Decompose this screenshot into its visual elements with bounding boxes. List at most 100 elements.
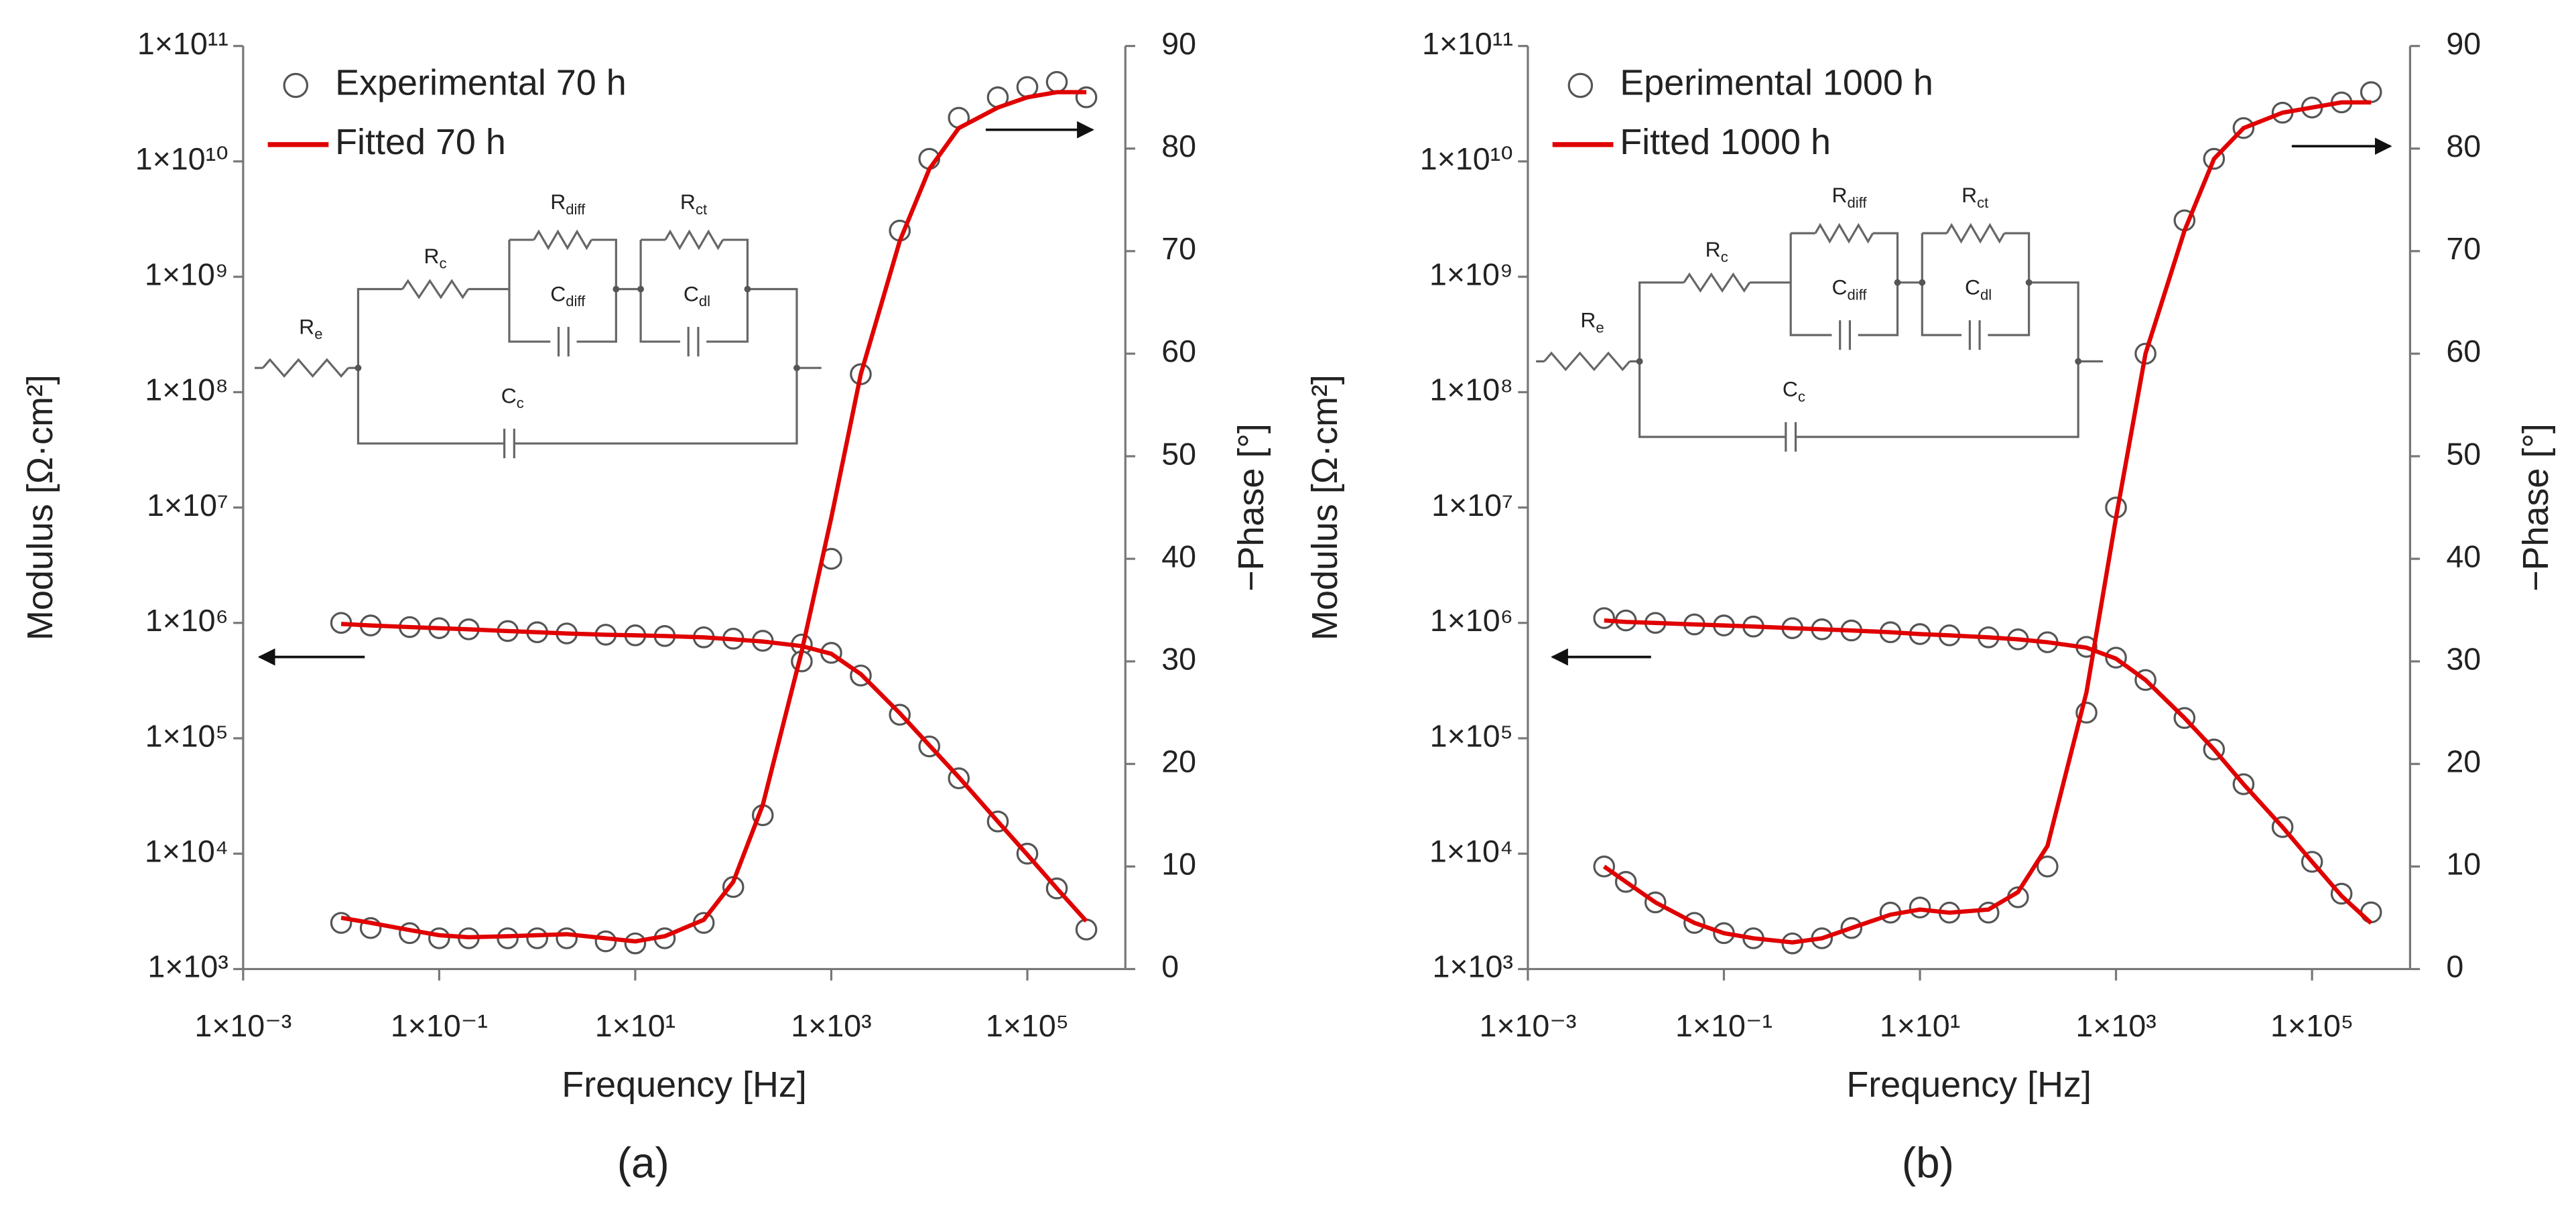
label-sub: dl — [699, 293, 710, 310]
label-sub: dl — [1980, 286, 1992, 303]
node — [637, 285, 644, 293]
data-point — [1593, 607, 1616, 629]
label-main: R — [1831, 184, 1847, 208]
circuit-label: Rdiff — [1831, 184, 1867, 211]
legend-swatch — [1567, 72, 1594, 98]
wire-mask — [680, 332, 707, 352]
node — [793, 364, 800, 372]
y2-tick-label: 10 — [1161, 847, 1196, 882]
label-main: R — [680, 190, 696, 214]
y-tick-label: 1×10⁶ — [145, 603, 229, 638]
y2-tick-label: 50 — [1161, 436, 1196, 471]
label-sub: diff — [566, 293, 586, 310]
y2-tick-label: 50 — [2446, 436, 2481, 471]
wire-mask — [1961, 325, 1988, 345]
label-sub: c — [1721, 249, 1728, 265]
y2-tick-label: 10 — [2446, 847, 2481, 882]
panel-caption: (a) — [617, 1138, 669, 1186]
x-tick-label: 1×10¹ — [595, 1008, 675, 1043]
circuit-label: Rct — [680, 190, 707, 217]
resistor — [1683, 272, 1751, 293]
y2-tick-label: 30 — [2446, 641, 2481, 676]
y2-tick-label: 90 — [2446, 26, 2481, 61]
label-main: C — [1831, 275, 1847, 299]
data-point — [2360, 81, 2382, 103]
node — [1894, 279, 1901, 286]
y-tick-label: 1×10¹¹ — [137, 26, 229, 61]
y-tick-label: 1×10⁴ — [145, 834, 229, 869]
y2-tick-label: 0 — [2446, 949, 2463, 984]
wire — [254, 239, 822, 445]
y-tick-label: 1×10⁷ — [1431, 488, 1513, 523]
fit-line — [340, 90, 1087, 944]
node — [1919, 279, 1926, 286]
x-tick-label: 1×10⁻³ — [194, 1008, 292, 1043]
label-main: C — [1783, 377, 1798, 401]
circuit-label: Cc — [1783, 377, 1805, 405]
x-axis-title: Frequency [Hz] — [1846, 1065, 2091, 1105]
resistor — [401, 279, 470, 299]
label-main: C — [550, 282, 566, 306]
circuit-label: Rc — [424, 244, 446, 271]
legend-swatch — [283, 72, 309, 98]
x-tick-label: 1×10³ — [2075, 1008, 2156, 1043]
y2-tick-label: 0 — [1161, 949, 1179, 984]
y2-tick-label: 40 — [2446, 539, 2481, 573]
circuit-label: Cdiff — [1831, 275, 1867, 303]
y-tick-label: 1×10⁸ — [1429, 372, 1513, 407]
label-main: R — [1961, 184, 1977, 208]
y-tick-label: 1×10⁹ — [145, 257, 229, 291]
label-sub: ct — [1977, 194, 1988, 211]
fit-line — [1604, 618, 2373, 925]
y-tick-label: 1×10⁸ — [145, 372, 229, 407]
y-tick-label: 1×10⁵ — [145, 718, 229, 753]
circuit-label: Cdl — [684, 282, 710, 310]
resistor — [262, 358, 349, 378]
circuit-label: Rdiff — [550, 190, 586, 217]
node — [613, 285, 620, 293]
label-main: R — [424, 244, 439, 268]
label-main: R — [1580, 308, 1596, 332]
y2-tick-label: 20 — [2446, 744, 2481, 779]
y-tick-label: 1×10¹⁰ — [135, 141, 229, 176]
y-tick-label: 1×10³ — [147, 949, 228, 984]
wire-mask — [550, 332, 577, 352]
node — [744, 285, 751, 293]
legend-label: Experimental 70 h — [335, 63, 627, 103]
node — [2075, 358, 2082, 365]
y2-tick-label: 80 — [1161, 129, 1196, 163]
label-sub: c — [1798, 388, 1805, 405]
y-tick-label: 1×10³ — [1432, 949, 1512, 984]
fit-line — [1602, 100, 2372, 945]
label-main: R — [1705, 238, 1721, 262]
data-point — [526, 927, 548, 949]
x-tick-label: 1×10⁵ — [986, 1008, 1069, 1043]
x-tick-label: 1×10⁻¹ — [1675, 1008, 1773, 1043]
y-tick-label: 1×10¹¹ — [1422, 26, 1513, 61]
data-point — [2037, 856, 2059, 878]
y-tick-label: 1×10⁴ — [1429, 834, 1513, 869]
y2-tick-label: 20 — [1161, 744, 1196, 779]
y2-tick-label: 40 — [1161, 539, 1196, 573]
y2-tick-label: 70 — [1161, 231, 1196, 266]
circuit-label: Rc — [1705, 238, 1728, 265]
resistor — [1543, 351, 1631, 372]
y2-tick-label: 80 — [2446, 129, 2481, 163]
fit-line — [340, 622, 1088, 923]
x-axis-title: Frequency [Hz] — [562, 1065, 807, 1105]
data-point — [330, 912, 352, 934]
y2-tick-label: 70 — [2446, 231, 2481, 266]
x-tick-label: 1×10⁻³ — [1479, 1008, 1576, 1043]
x-tick-label: 1×10¹ — [1880, 1008, 1960, 1043]
circuit-label: Re — [299, 315, 322, 342]
circuit-label: Cdiff — [550, 282, 586, 310]
label-main: R — [299, 315, 314, 339]
resistor — [1814, 222, 1874, 244]
label-sub: e — [314, 326, 322, 342]
resistor — [533, 229, 592, 251]
node — [1636, 358, 1643, 365]
label-sub: c — [517, 395, 524, 411]
